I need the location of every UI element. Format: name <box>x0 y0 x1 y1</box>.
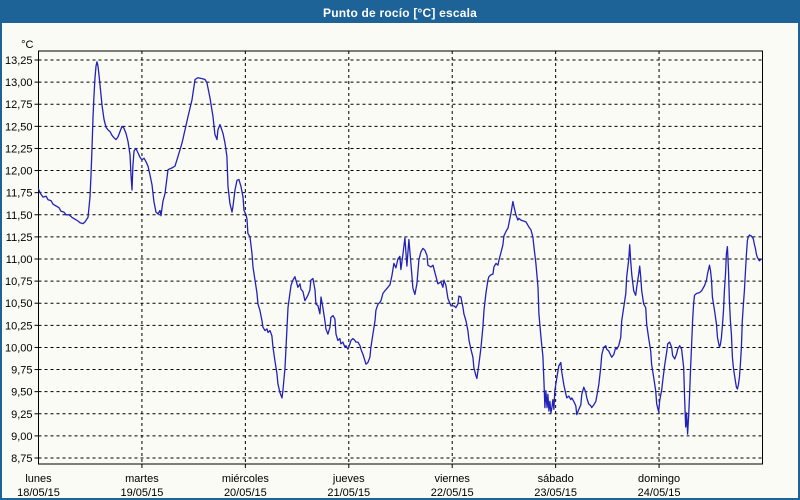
y-tick-label: 9,00 <box>11 431 32 443</box>
x-date-label: 19/05/15 <box>121 487 164 498</box>
y-tick-label: 13,25 <box>5 55 33 67</box>
y-tick-label: 12,75 <box>5 99 33 111</box>
chart-region: 13,25 13,00 12,75 12,50 12,25 12,00 11,75 11,50… <box>2 23 798 498</box>
x-day-label: jueves <box>332 473 365 485</box>
x-date-label: 22/05/15 <box>431 487 474 498</box>
y-tick-label: 11,50 <box>6 210 33 222</box>
y-tick-label: 12,25 <box>5 143 33 155</box>
y-axis-unit-label: °C <box>21 39 33 51</box>
y-tick-label: 11,75 <box>6 188 33 200</box>
y-tick-label: 11,25 <box>6 232 33 244</box>
y-tick-label: 12,50 <box>5 121 33 133</box>
x-date-label: 20/05/15 <box>224 487 267 498</box>
y-tick-label: 10,50 <box>5 298 33 310</box>
y-tick-label: 13,00 <box>5 77 33 89</box>
y-tick-label: 10,25 <box>5 320 33 332</box>
x-date-label: 18/05/15 <box>17 487 60 498</box>
x-day-label: martes <box>125 473 159 485</box>
x-day-label: viernes <box>434 473 470 485</box>
dewpoint-series-line <box>37 61 762 435</box>
x-date-label: 23/05/15 <box>534 487 577 498</box>
y-tick-label: 9,50 <box>11 387 32 399</box>
y-tick-label: 10,00 <box>5 342 33 354</box>
x-date-label: 24/05/15 <box>638 487 681 498</box>
x-date-label: 21/05/15 <box>327 487 370 498</box>
y-tick-label: 8,75 <box>11 453 32 465</box>
x-day-label: domingo <box>638 473 680 485</box>
x-day-label: sábado <box>538 473 574 485</box>
y-tick-label: 12,00 <box>5 166 33 178</box>
dewpoint-line-chart: 13,25 13,00 12,75 12,50 12,25 12,00 11,75 11,50… <box>5 39 763 498</box>
window-title: Punto de rocío [°C] escala <box>322 5 478 20</box>
x-day-label: miércoles <box>222 473 270 485</box>
y-tick-label: 10,75 <box>5 276 33 288</box>
plot-border <box>38 50 763 465</box>
y-tick-label: 9,25 <box>11 409 32 421</box>
window-titlebar: Punto de rocío [°C] escala <box>2 2 798 23</box>
x-day-label: lunes <box>25 473 52 485</box>
y-tick-label: 9,75 <box>11 365 32 377</box>
y-tick-label: 11,00 <box>6 254 33 266</box>
